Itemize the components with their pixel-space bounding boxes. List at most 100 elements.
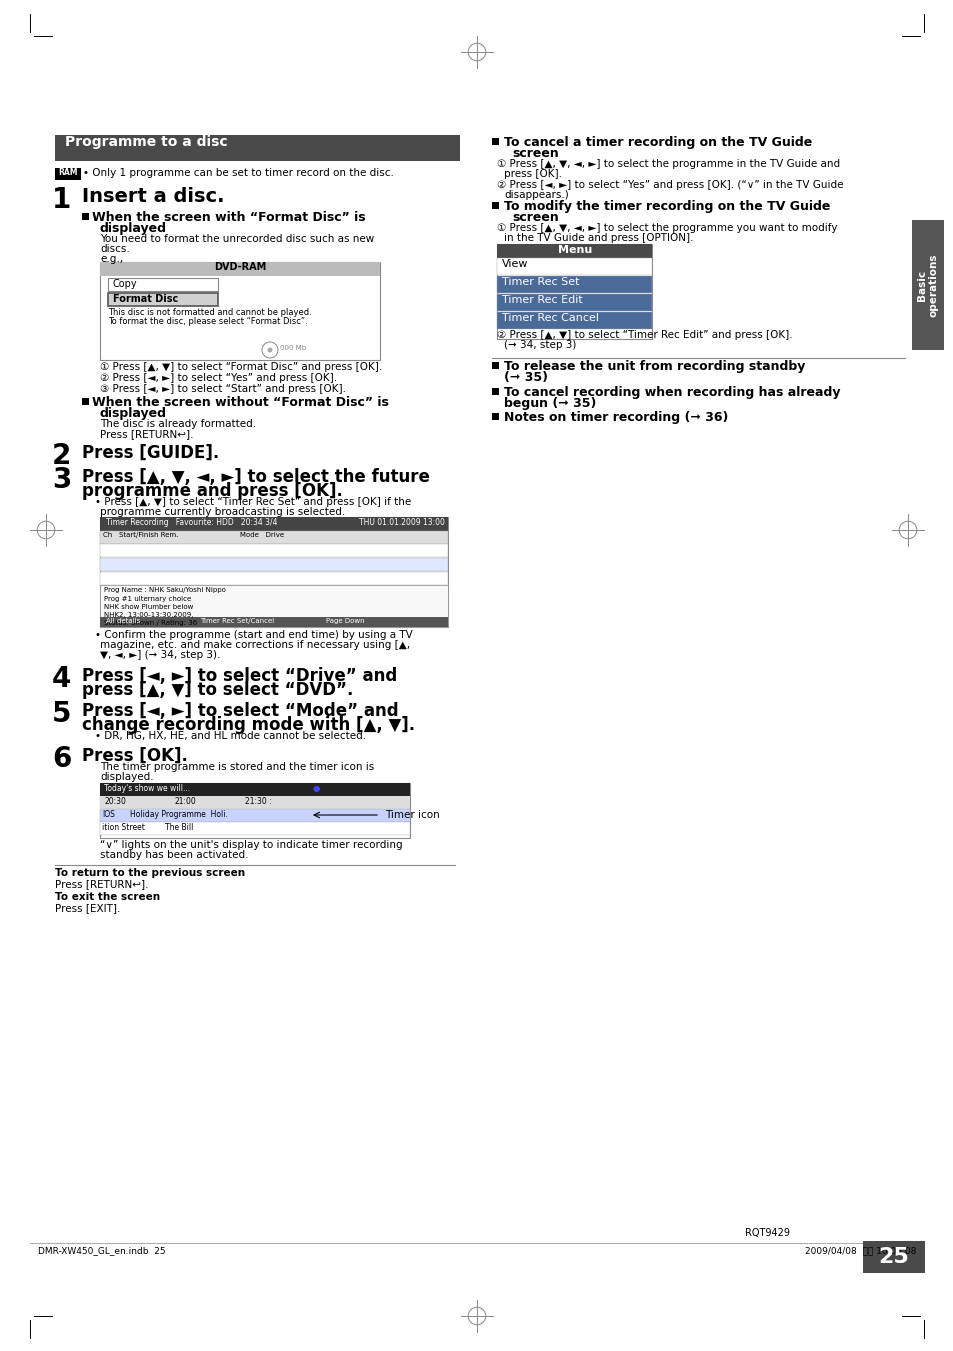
- Text: in the TV Guide and press [OPTION].: in the TV Guide and press [OPTION].: [503, 232, 693, 243]
- Bar: [492, 362, 498, 369]
- Bar: [100, 809, 410, 821]
- Text: 6: 6: [52, 744, 71, 773]
- Bar: [497, 245, 651, 258]
- Text: RQT9429: RQT9429: [744, 1228, 789, 1238]
- Bar: [497, 312, 651, 330]
- Text: Timer Rec Set: Timer Rec Set: [501, 277, 578, 286]
- Text: ① Press [▲, ▼, ◄, ►] to select the programme in the TV Guide and: ① Press [▲, ▼, ◄, ►] to select the progr…: [497, 159, 840, 169]
- Bar: [862, 1242, 924, 1273]
- Bar: [100, 571, 448, 585]
- Text: To return to the previous screen: To return to the previous screen: [55, 867, 245, 878]
- Bar: [100, 784, 410, 838]
- Bar: [497, 258, 651, 276]
- Text: displayed.: displayed.: [100, 771, 153, 782]
- Text: Press [EXIT].: Press [EXIT].: [55, 902, 120, 913]
- Text: Menu: Menu: [558, 245, 592, 255]
- Bar: [55, 135, 459, 161]
- Text: • Confirm the programme (start and end time) by using a TV: • Confirm the programme (start and end t…: [95, 630, 413, 640]
- Bar: [82, 399, 89, 405]
- Text: NHK show Plumber below: NHK show Plumber below: [104, 604, 193, 611]
- Text: All details: All details: [106, 617, 140, 624]
- Text: Insert a disc.: Insert a disc.: [82, 186, 224, 205]
- Text: Press [◄, ►] to select “Drive” and: Press [◄, ►] to select “Drive” and: [82, 667, 396, 685]
- Text: ② Press [▲, ▼] to select “Timer Rec Edit” and press [OK].: ② Press [▲, ▼] to select “Timer Rec Edit…: [497, 330, 792, 340]
- Text: You need to format the unrecorded disc such as new: You need to format the unrecorded disc s…: [100, 234, 374, 245]
- Bar: [497, 276, 651, 293]
- Bar: [108, 293, 218, 305]
- Text: ition Street: ition Street: [102, 823, 145, 832]
- Bar: [100, 585, 448, 627]
- Text: press [OK].: press [OK].: [503, 169, 561, 178]
- Circle shape: [267, 347, 273, 353]
- Text: screen: screen: [512, 211, 558, 224]
- Text: Timer Rec Set/Cancel: Timer Rec Set/Cancel: [200, 617, 274, 624]
- Text: programme currently broadcasting is selected.: programme currently broadcasting is sele…: [100, 507, 345, 517]
- Text: 5: 5: [52, 700, 71, 728]
- Text: 21:30 :: 21:30 :: [245, 797, 272, 807]
- Text: screen: screen: [512, 147, 558, 159]
- Text: Press [RETURN↩].: Press [RETURN↩].: [55, 880, 149, 889]
- Bar: [100, 262, 379, 359]
- Text: Ch   Start/Finish Rem.: Ch Start/Finish Rem.: [103, 532, 178, 538]
- Text: Timer Recording   Favourite: HDD   20:34 3/4: Timer Recording Favourite: HDD 20:34 3/4: [106, 517, 277, 527]
- Text: To cancel recording when recording has already: To cancel recording when recording has a…: [503, 386, 840, 399]
- Text: To release the unit from recording standby: To release the unit from recording stand…: [503, 359, 804, 373]
- Text: ② Press [◄, ►] to select “Yes” and press [OK].: ② Press [◄, ►] to select “Yes” and press…: [100, 373, 336, 382]
- Text: To modify the timer recording on the TV Guide: To modify the timer recording on the TV …: [503, 200, 829, 213]
- Bar: [497, 245, 651, 339]
- Bar: [100, 517, 448, 531]
- Text: Copy: Copy: [112, 280, 137, 289]
- Text: Prog #1 ulternary choice: Prog #1 ulternary choice: [104, 596, 191, 603]
- Text: Press [GUIDE].: Press [GUIDE].: [82, 444, 219, 462]
- Text: Basic
operations: Basic operations: [916, 253, 938, 316]
- Text: magazine, etc. and make corrections if necessary using [▲,: magazine, etc. and make corrections if n…: [100, 640, 410, 650]
- Text: displayed: displayed: [100, 407, 167, 420]
- Text: ③ Press [◄, ►] to select “Start” and press [OK].: ③ Press [◄, ►] to select “Start” and pre…: [100, 384, 346, 394]
- Text: ① Press [▲, ▼, ◄, ►] to select the programme you want to modify: ① Press [▲, ▼, ◄, ►] to select the progr…: [497, 223, 837, 232]
- Text: When the screen with “Format Disc” is: When the screen with “Format Disc” is: [91, 211, 365, 224]
- Bar: [100, 796, 410, 809]
- Text: press [▲, ▼] to select “DVD”.: press [▲, ▼] to select “DVD”.: [82, 681, 353, 698]
- Bar: [100, 517, 448, 627]
- Text: • Only 1 programme can be set to timer record on the disc.: • Only 1 programme can be set to timer r…: [83, 168, 394, 178]
- Text: (➞ 35): (➞ 35): [503, 372, 547, 384]
- Text: discs.: discs.: [100, 245, 130, 254]
- Text: ② Press [◄, ►] to select “Yes” and press [OK]. (“∨” in the TV Guide: ② Press [◄, ►] to select “Yes” and press…: [497, 180, 842, 190]
- Text: 1: 1: [52, 186, 71, 213]
- Text: To exit the screen: To exit the screen: [55, 892, 160, 902]
- Text: Today's show we will...: Today's show we will...: [104, 784, 190, 793]
- Text: 4: 4: [52, 665, 71, 693]
- Text: NHK2, 13:00-13:30,2009,: NHK2, 13:00-13:30,2009,: [104, 612, 193, 617]
- Text: Timer Rec Cancel: Timer Rec Cancel: [501, 313, 598, 323]
- Text: programme and press [OK].: programme and press [OK].: [82, 482, 342, 500]
- Bar: [492, 413, 498, 420]
- Text: Status: Shown / Rating: 36: Status: Shown / Rating: 36: [104, 620, 197, 626]
- Text: Press [▲, ▼, ◄, ►] to select the future: Press [▲, ▼, ◄, ►] to select the future: [82, 467, 430, 486]
- Bar: [100, 821, 410, 835]
- Bar: [100, 558, 448, 571]
- Bar: [100, 784, 410, 796]
- Text: 2009/04/08  午前 10:06:08: 2009/04/08 午前 10:06:08: [803, 1246, 915, 1255]
- Text: Press [RETURN↩].: Press [RETURN↩].: [100, 430, 193, 439]
- Text: The disc is already formatted.: The disc is already formatted.: [100, 419, 255, 430]
- Bar: [100, 617, 448, 627]
- Text: Timer icon: Timer icon: [385, 811, 439, 820]
- Bar: [100, 531, 448, 544]
- Text: “∨” lights on the unit's display to indicate timer recording: “∨” lights on the unit's display to indi…: [100, 840, 402, 850]
- Text: The Bill: The Bill: [165, 823, 193, 832]
- Text: Timer Rec Edit: Timer Rec Edit: [501, 295, 582, 305]
- Text: To format the disc, please select “Format Disc”.: To format the disc, please select “Forma…: [108, 317, 308, 326]
- Bar: [911, 220, 943, 350]
- Text: Mode   Drive: Mode Drive: [240, 532, 284, 538]
- Text: THU 01.01.2009 13:00: THU 01.01.2009 13:00: [358, 517, 444, 527]
- Text: The timer programme is stored and the timer icon is: The timer programme is stored and the ti…: [100, 762, 374, 771]
- Text: Press [◄, ►] to select “Mode” and: Press [◄, ►] to select “Mode” and: [82, 703, 398, 720]
- Text: disappears.): disappears.): [503, 190, 568, 200]
- Text: IOS: IOS: [102, 811, 114, 819]
- Bar: [492, 388, 498, 394]
- Text: 20:30: 20:30: [105, 797, 127, 807]
- Text: 21:00: 21:00: [174, 797, 196, 807]
- Bar: [100, 544, 448, 557]
- Text: standby has been activated.: standby has been activated.: [100, 850, 248, 861]
- Text: RAM: RAM: [58, 168, 77, 177]
